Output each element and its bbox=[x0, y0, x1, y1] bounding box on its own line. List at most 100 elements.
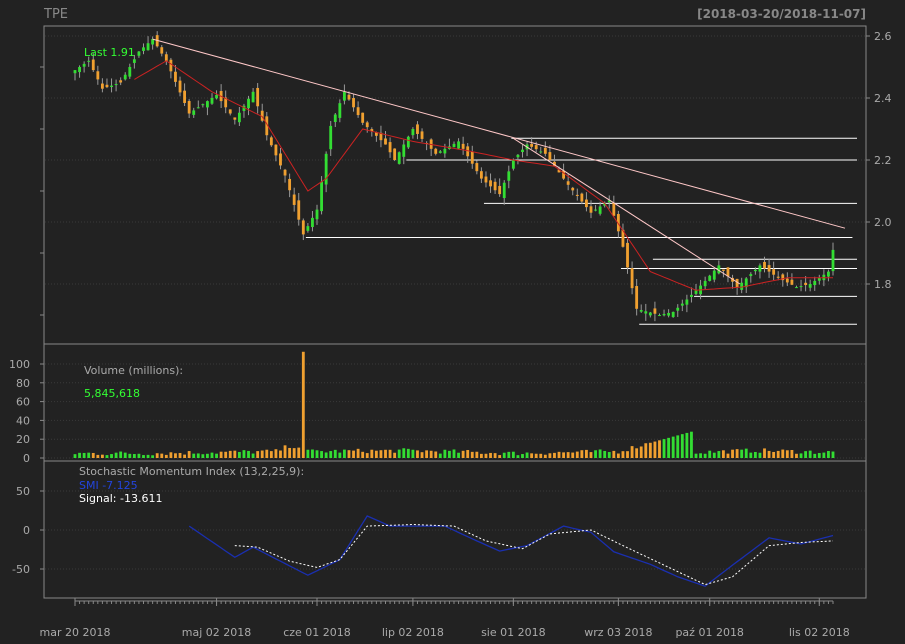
volume-bar bbox=[87, 452, 91, 458]
candle bbox=[333, 112, 337, 128]
candle-body bbox=[571, 187, 575, 191]
candle-body bbox=[324, 153, 328, 185]
candle bbox=[123, 72, 127, 81]
volume-bar bbox=[114, 452, 118, 458]
volume-bar bbox=[457, 452, 460, 458]
candle bbox=[694, 283, 698, 296]
candle-body bbox=[105, 84, 109, 88]
volume-bar bbox=[434, 451, 438, 458]
volume-tick-label: 100 bbox=[9, 358, 30, 371]
candle-body bbox=[548, 152, 552, 160]
volume-value: 5,845,618 bbox=[84, 387, 140, 400]
candle bbox=[571, 186, 575, 196]
volume-bar bbox=[347, 450, 351, 458]
candle bbox=[146, 36, 150, 51]
candle-body bbox=[740, 282, 744, 290]
candle-body bbox=[420, 131, 424, 139]
volume-bar bbox=[530, 453, 534, 458]
candle-body bbox=[260, 110, 264, 121]
candle-body bbox=[192, 110, 196, 115]
candle bbox=[137, 51, 141, 58]
candle bbox=[589, 200, 593, 219]
candle-body bbox=[767, 265, 771, 272]
x-tick-label: mar 20 2018 bbox=[40, 626, 111, 639]
candle-body bbox=[685, 299, 689, 305]
candle-body bbox=[233, 117, 237, 120]
candle bbox=[475, 160, 479, 175]
volume-bar bbox=[735, 449, 739, 458]
candle bbox=[644, 303, 648, 321]
candle-body bbox=[393, 148, 397, 160]
candle-body bbox=[763, 261, 766, 269]
candle bbox=[192, 107, 196, 118]
volume-bar bbox=[388, 449, 392, 458]
candle-body bbox=[114, 84, 118, 86]
candle-body bbox=[498, 185, 502, 195]
volume-bar bbox=[110, 454, 113, 458]
candle bbox=[493, 178, 497, 194]
volume-bar bbox=[502, 452, 506, 458]
volume-bar bbox=[607, 452, 611, 458]
volume-bar bbox=[183, 454, 187, 458]
candle-body bbox=[589, 206, 593, 213]
volume-bar bbox=[406, 448, 410, 458]
candle-body bbox=[87, 60, 91, 62]
candle bbox=[361, 112, 365, 126]
candle bbox=[91, 53, 95, 72]
smi-tick-label: 50 bbox=[16, 485, 30, 498]
signal-line bbox=[234, 523, 834, 586]
candle bbox=[228, 109, 232, 116]
candle bbox=[484, 171, 488, 188]
candle-body bbox=[123, 74, 127, 80]
price-tick-label: 2.0 bbox=[874, 216, 892, 229]
candle bbox=[224, 90, 228, 114]
candle bbox=[242, 103, 246, 118]
candle-body bbox=[694, 290, 698, 294]
candle-body bbox=[808, 284, 812, 288]
candle-body bbox=[370, 129, 374, 132]
candle bbox=[740, 277, 744, 294]
candle-body bbox=[562, 170, 566, 179]
candle-body bbox=[516, 154, 520, 158]
volume-bar bbox=[772, 451, 776, 458]
candle-body bbox=[585, 199, 588, 208]
volume-bar bbox=[105, 455, 109, 458]
volume-bar bbox=[247, 450, 250, 458]
volume-bar bbox=[370, 449, 374, 458]
candle bbox=[498, 178, 502, 197]
volume-bar bbox=[192, 453, 196, 458]
volume-bar bbox=[443, 449, 447, 458]
candle-body bbox=[237, 112, 241, 123]
candle-body bbox=[744, 278, 748, 288]
volume-bar bbox=[420, 452, 424, 458]
candle bbox=[237, 106, 241, 126]
candle-body bbox=[352, 98, 355, 108]
candle-body bbox=[680, 303, 684, 306]
candle bbox=[311, 210, 314, 232]
candle-body bbox=[772, 269, 776, 275]
candle-body bbox=[484, 176, 488, 183]
candle bbox=[251, 88, 255, 103]
volume-bar bbox=[215, 453, 218, 458]
volume-bar bbox=[566, 452, 570, 458]
price-tick-label: 2.2 bbox=[874, 154, 892, 167]
candle bbox=[438, 149, 442, 154]
volume-bar bbox=[717, 451, 721, 458]
candle-body bbox=[813, 280, 817, 286]
volume-title: Volume (millions): bbox=[84, 364, 183, 377]
candle bbox=[406, 135, 410, 149]
candle-body bbox=[146, 43, 150, 51]
volume-bar bbox=[753, 451, 757, 458]
volume-bar bbox=[187, 451, 191, 458]
candle bbox=[580, 192, 584, 205]
candle-body bbox=[374, 132, 378, 136]
candle-body bbox=[315, 209, 319, 220]
candle bbox=[671, 311, 675, 318]
volume-bar bbox=[265, 449, 269, 458]
smi-title: Stochastic Momentum Index (13,2,25,9): bbox=[79, 465, 304, 478]
candle bbox=[393, 148, 397, 162]
candle-body bbox=[438, 151, 442, 153]
volume-bar bbox=[237, 451, 241, 458]
candle bbox=[685, 294, 689, 313]
volume-bar bbox=[402, 448, 406, 458]
